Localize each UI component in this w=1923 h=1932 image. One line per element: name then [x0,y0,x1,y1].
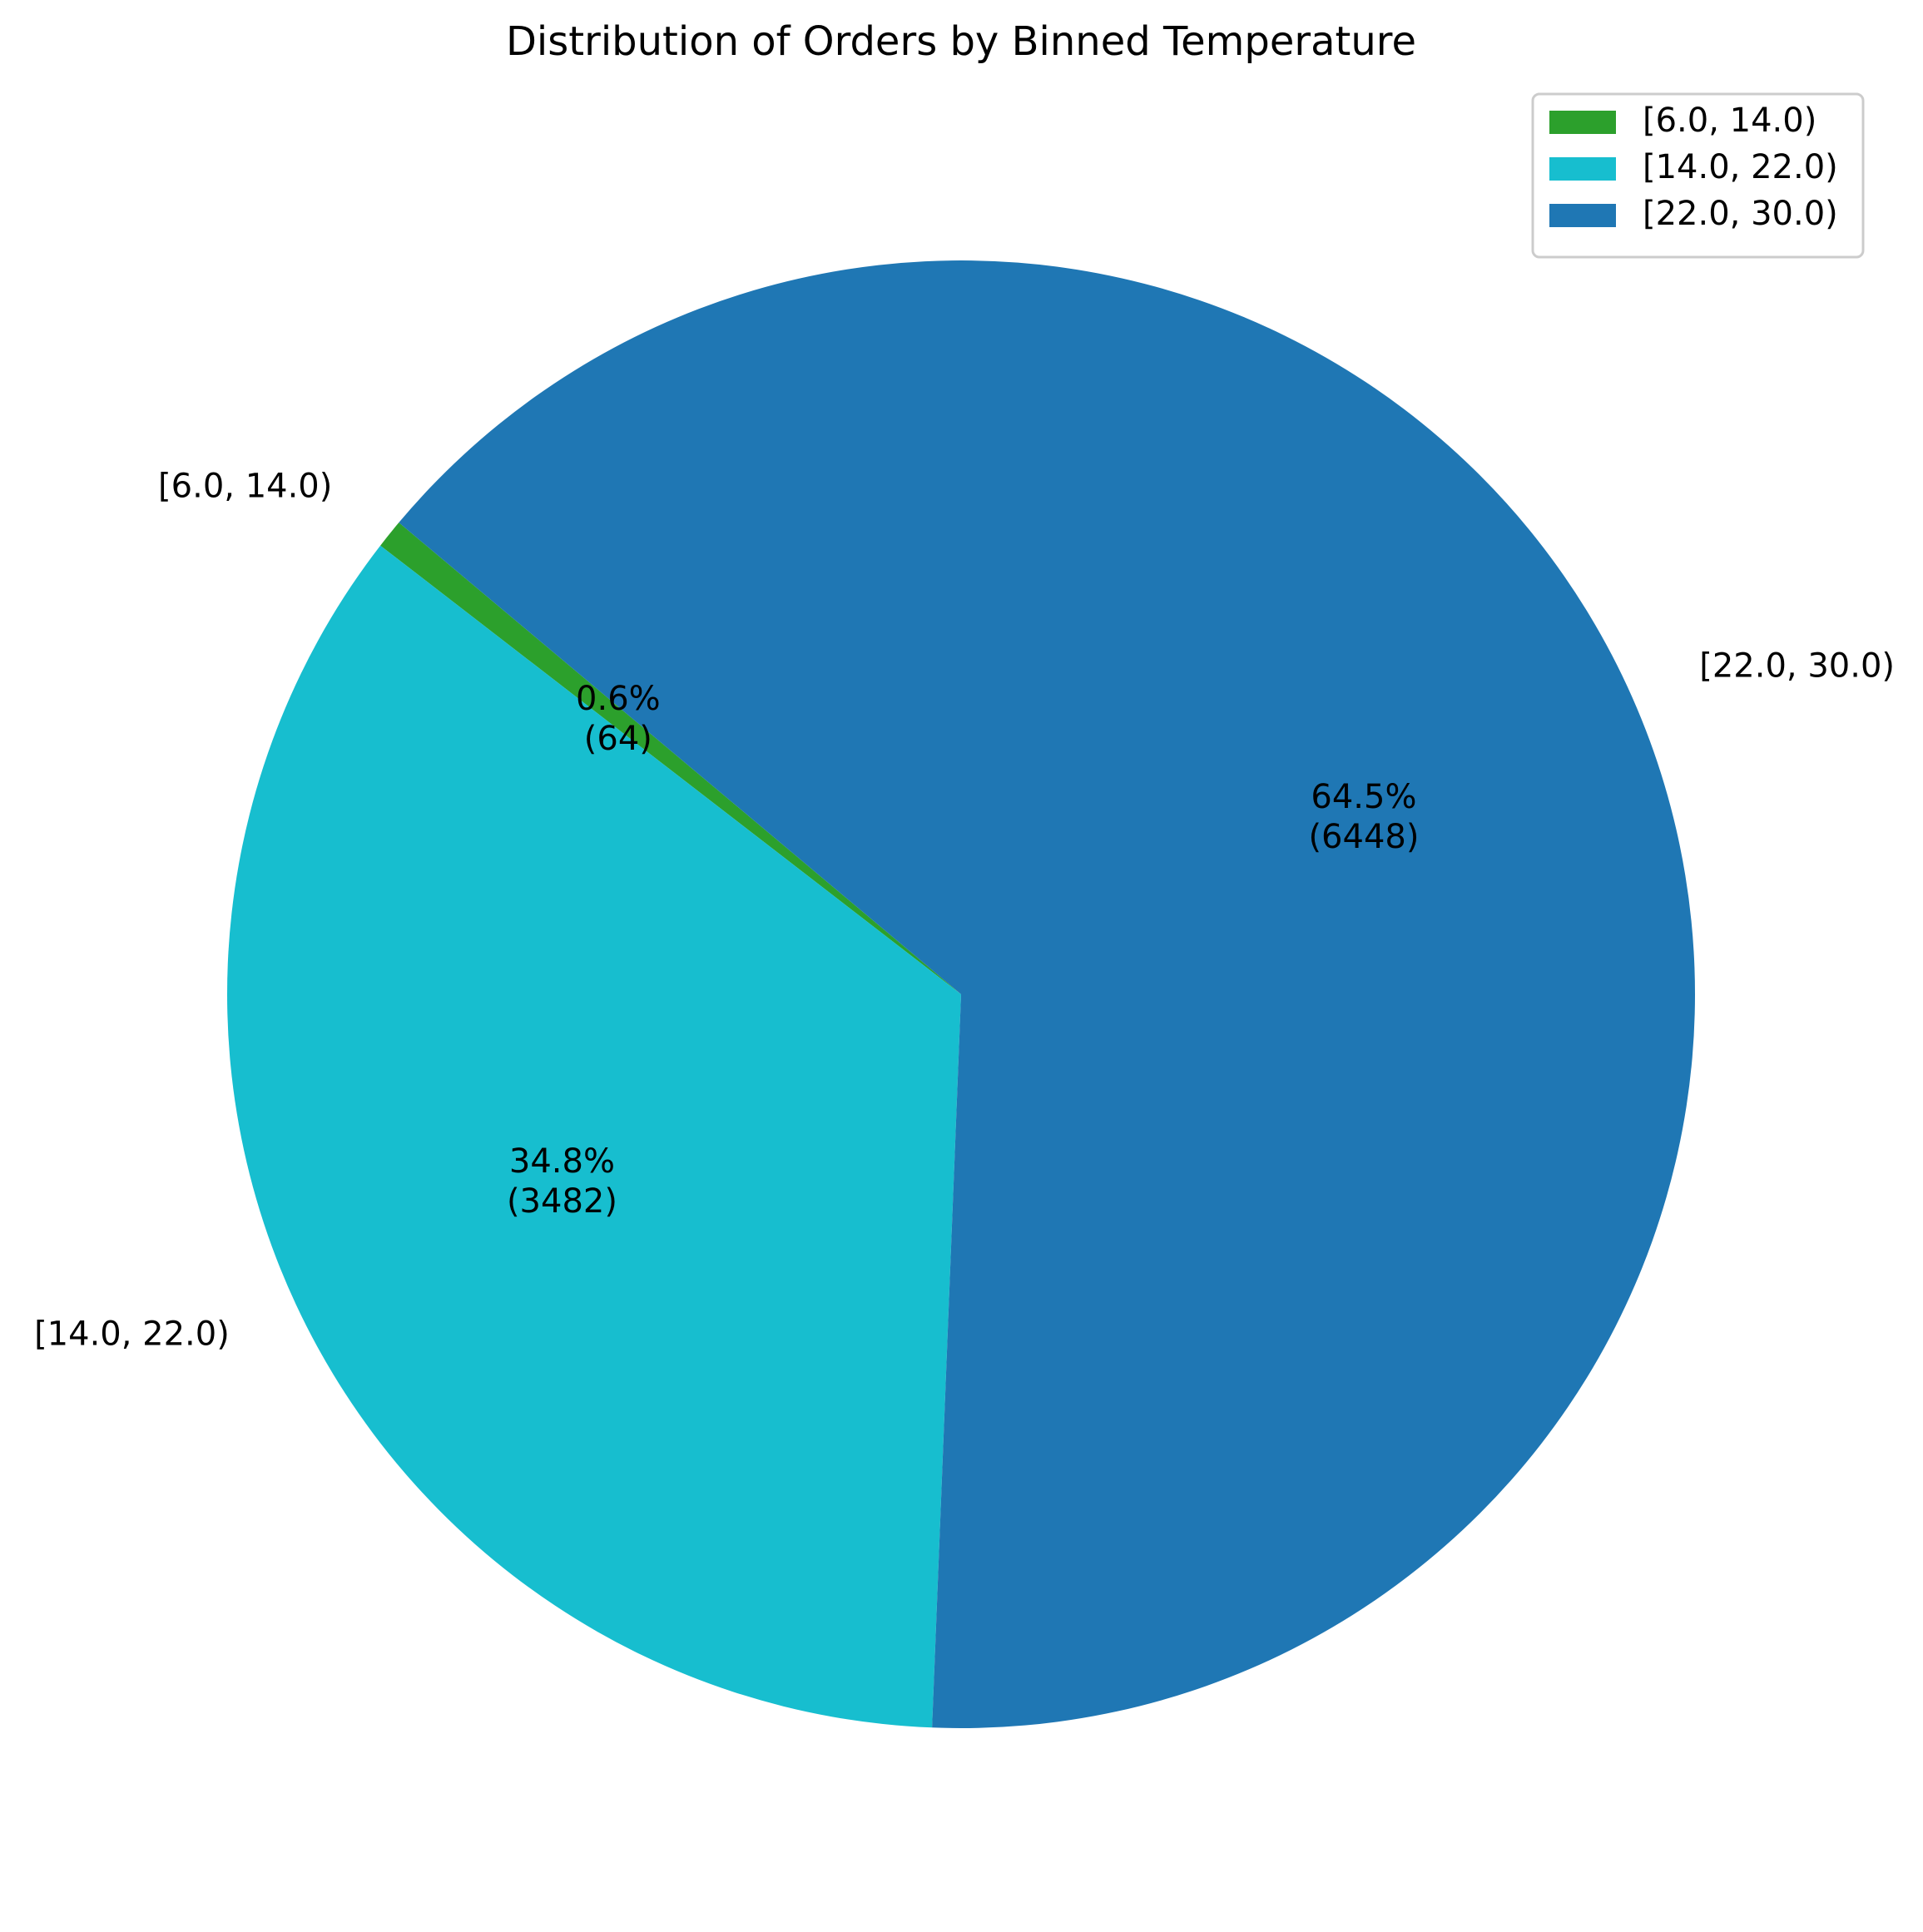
percent-labels: 0.6% (64) 34.8% (3482) 64.5% (6448) [507,680,1420,1221]
slice-labels: [6.0, 14.0) [14.0, 22.0) [22.0, 30.0) [34,467,1895,1353]
pie-slice-14-0-22-0 [226,545,961,1728]
pie-slice-6-0-14-0 [380,523,961,994]
legend-swatch-6-0-14-0 [1549,111,1616,134]
pie-slices [226,260,1695,1728]
percent-label-22-0-30-0: 64.5% (6448) [1308,778,1419,856]
legend: [6.0, 14.0) [14.0, 22.0) [22.0, 30.0) [1531,92,1865,259]
slice-label-22-0-30-0: [22.0, 30.0) [1699,646,1895,685]
legend-swatch-14-0-22-0 [1549,157,1616,181]
slice-label-14-0-22-0: [14.0, 22.0) [34,1315,230,1353]
legend-label-22-0-30-0: [22.0, 30.0) [1643,195,1838,233]
pie-slice-22-0-30-0 [399,260,1695,1728]
legend-label-6-0-14-0: [6.0, 14.0) [1643,102,1816,140]
percent-label-14-0-22-0: 34.8% (3482) [507,1142,617,1221]
legend-label-14-0-22-0: [14.0, 22.0) [1643,148,1838,186]
legend-swatch-22-0-30-0 [1549,204,1616,227]
slice-label-6-0-14-0: [6.0, 14.0) [158,467,332,505]
chart-title: Distribution of Orders by Binned Tempera… [506,18,1416,65]
percent-label-6-0-14-0: 0.6% (64) [576,680,661,758]
